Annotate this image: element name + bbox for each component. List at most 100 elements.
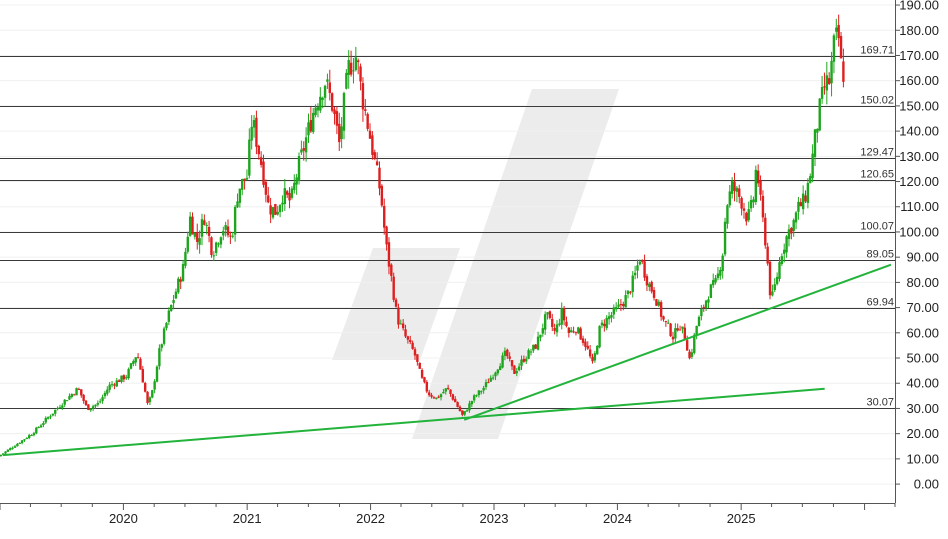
- candle-body: [605, 317, 608, 329]
- candle-body: [842, 61, 845, 82]
- candle-body: [527, 350, 530, 359]
- candle-body: [129, 363, 133, 369]
- candle-body: [835, 27, 838, 32]
- candle-body: [465, 410, 469, 412]
- candle-body: [539, 334, 542, 338]
- candle-body: [243, 178, 246, 181]
- candle-body: [688, 351, 691, 359]
- candle-body: [141, 369, 145, 383]
- candle-body: [674, 328, 677, 339]
- y-tick-label: 170.00: [899, 48, 939, 63]
- candle-body: [664, 321, 668, 323]
- candle-body: [764, 217, 767, 246]
- candle-body: [312, 112, 315, 132]
- candle-body: [115, 380, 118, 387]
- candle-body: [761, 195, 765, 218]
- y-tick-label: 70.00: [906, 300, 939, 315]
- candle-body: [529, 351, 533, 353]
- candle-body: [726, 205, 729, 224]
- candle-body: [745, 212, 748, 222]
- candle-body: [690, 352, 694, 357]
- candle-body: [61, 405, 64, 408]
- candle-body: [0, 454, 3, 457]
- y-tick-label: 160.00: [899, 73, 939, 88]
- candle-body: [508, 356, 511, 359]
- candle-body: [702, 306, 705, 308]
- candle-body: [832, 35, 836, 62]
- candle-body: [418, 362, 421, 369]
- candle-body: [167, 310, 171, 322]
- y-tick-label: 140.00: [899, 124, 939, 139]
- candle-body: [283, 188, 287, 205]
- candle-body: [96, 403, 100, 405]
- candle-body: [712, 280, 715, 286]
- candle-body: [839, 36, 843, 59]
- y-tick-label: 130.00: [899, 149, 939, 164]
- candle-body: [20, 440, 24, 444]
- candle-body: [345, 72, 348, 89]
- level-label: 30.07: [866, 397, 894, 409]
- candle-body: [210, 237, 213, 255]
- candle-body: [155, 366, 159, 382]
- x-tick-label: 2023: [480, 511, 509, 526]
- candle-body: [716, 273, 720, 278]
- candle-body: [579, 328, 582, 340]
- candle-body: [444, 388, 447, 392]
- candle-body: [657, 301, 660, 306]
- candle-body: [174, 291, 178, 299]
- candle-body: [636, 265, 639, 271]
- candle-body: [361, 83, 365, 110]
- candle-body: [468, 403, 471, 411]
- candle-body: [652, 289, 656, 298]
- candle-body: [146, 391, 149, 404]
- x-tick-label: 2024: [603, 511, 632, 526]
- candle-body: [399, 323, 402, 325]
- candle-body: [816, 128, 819, 133]
- candle-body: [747, 209, 750, 221]
- candle-body: [333, 109, 336, 115]
- y-tick-label: 110.00: [900, 199, 939, 214]
- candle-body: [522, 358, 526, 362]
- candle-body: [113, 384, 116, 386]
- candle-body: [397, 307, 400, 325]
- candle-body: [231, 235, 234, 237]
- candle-body: [188, 216, 192, 236]
- candle-body: [669, 323, 672, 337]
- candle-body: [259, 157, 263, 165]
- candle-body: [11, 447, 14, 449]
- x-tick-label: 2025: [727, 511, 756, 526]
- candle-body: [430, 395, 433, 397]
- candle-body: [245, 177, 249, 180]
- candle-body: [309, 120, 313, 132]
- candle-body: [193, 232, 197, 237]
- candle-body: [643, 261, 646, 278]
- candle-body: [125, 377, 128, 379]
- candle-body: [255, 117, 258, 147]
- candle-body: [704, 300, 708, 309]
- candle-body: [513, 365, 516, 374]
- y-tick-label: 190.00: [899, 0, 939, 13]
- candle-body: [262, 161, 265, 185]
- candle-body: [84, 400, 88, 406]
- candle-body: [9, 448, 12, 451]
- candle-body: [214, 242, 218, 253]
- level-label: 150.02: [860, 95, 894, 107]
- candle-body: [394, 299, 398, 307]
- candle-body: [695, 325, 698, 336]
- candle-body: [375, 161, 379, 166]
- candle-body: [458, 406, 462, 412]
- trendline: [463, 263, 892, 421]
- y-tick-label: 100.00: [899, 224, 939, 239]
- candle-body: [506, 349, 509, 357]
- candle-body: [629, 291, 632, 293]
- candle-body: [449, 389, 452, 394]
- candle-body: [170, 304, 173, 311]
- candle-body: [72, 394, 76, 396]
- candle-body: [271, 207, 275, 218]
- candle-body: [321, 97, 324, 100]
- candle-body: [32, 433, 36, 436]
- candle-body: [560, 308, 563, 325]
- candle-body: [475, 395, 478, 397]
